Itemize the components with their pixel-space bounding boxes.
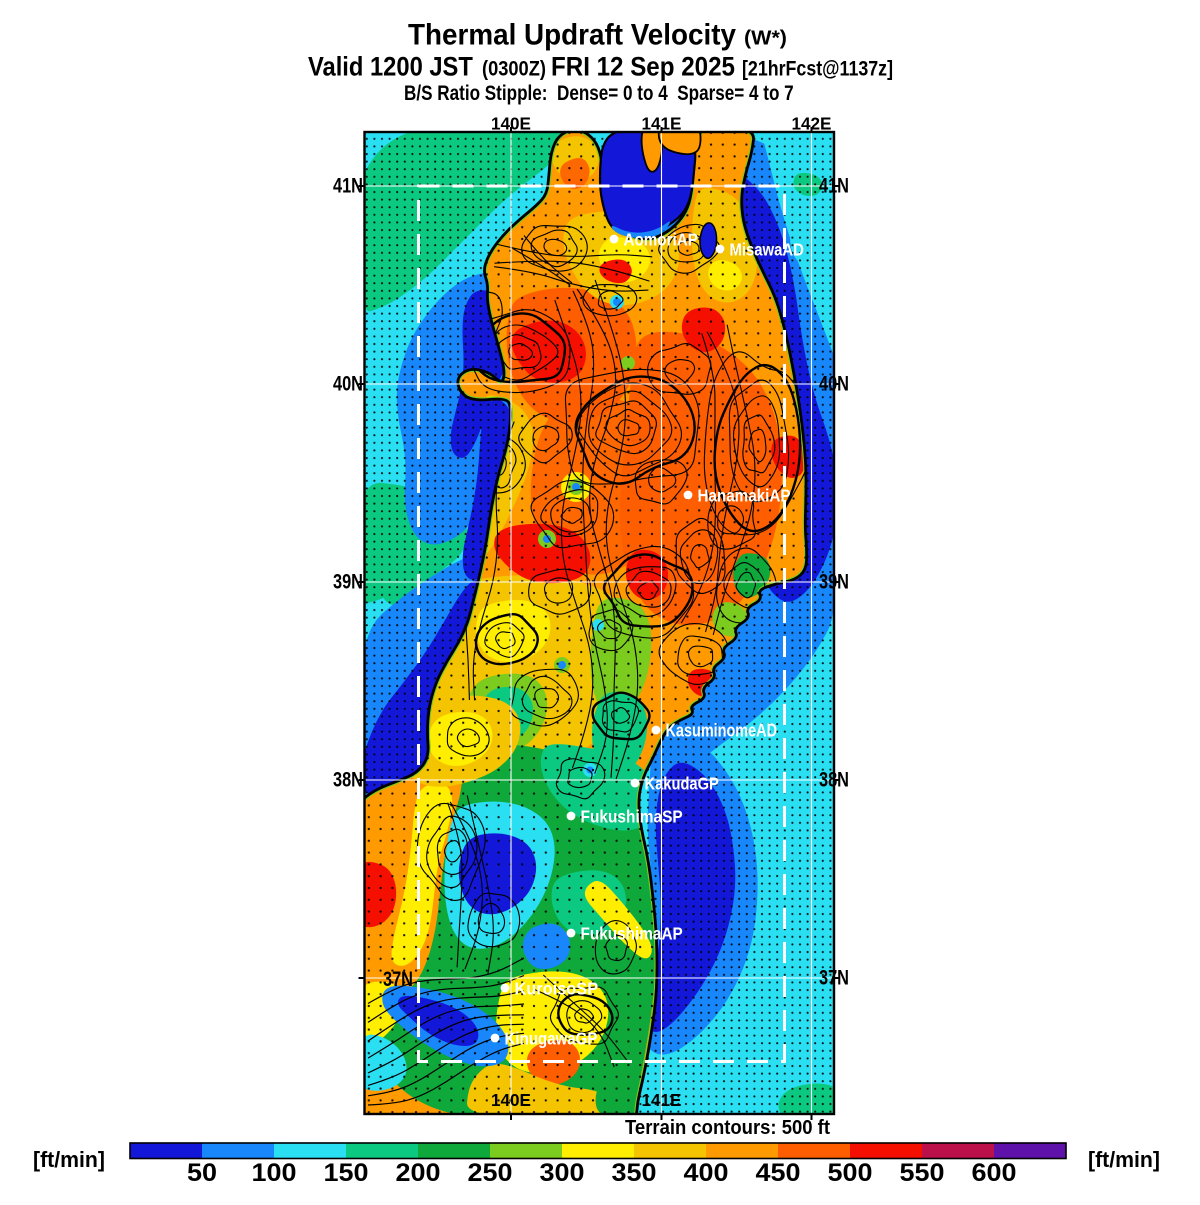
svg-text:FukushimaAP: FukushimaAP xyxy=(581,923,683,943)
svg-text:140E: 140E xyxy=(491,1090,531,1110)
svg-text:KakudaGP: KakudaGP xyxy=(645,774,719,794)
svg-text:[ft/min]: [ft/min] xyxy=(1088,1147,1160,1172)
svg-text:KinugawaGP: KinugawaGP xyxy=(505,1028,598,1049)
svg-text:41N: 41N xyxy=(819,174,849,197)
svg-text:600: 600 xyxy=(972,1158,1017,1187)
svg-text:39N: 39N xyxy=(819,570,849,593)
svg-text:40N: 40N xyxy=(819,372,849,395)
svg-text:Valid 1200 JST: Valid 1200 JST xyxy=(308,52,473,82)
svg-text:(0300Z): (0300Z) xyxy=(482,57,546,80)
svg-text:40N: 40N xyxy=(333,372,363,395)
svg-text:200: 200 xyxy=(396,1158,441,1187)
svg-text:37N: 37N xyxy=(819,966,849,989)
svg-text:KasuminomeAD: KasuminomeAD xyxy=(666,721,778,741)
svg-text:400: 400 xyxy=(684,1158,729,1187)
svg-text:Thermal Updraft Velocity: Thermal Updraft Velocity xyxy=(408,19,736,52)
svg-text:Terrain contours: 500 ft: Terrain contours: 500 ft xyxy=(625,1117,831,1139)
svg-text:50: 50 xyxy=(187,1158,217,1187)
svg-text:39N: 39N xyxy=(333,570,363,593)
svg-text:500: 500 xyxy=(828,1158,873,1187)
svg-text:HanamakiAP: HanamakiAP xyxy=(698,485,791,506)
svg-text:300: 300 xyxy=(540,1158,585,1187)
svg-text:B/S Ratio Stipple: Dense= 0 t: B/S Ratio Stipple: Dense= 0 to 4 Sparse=… xyxy=(404,82,794,105)
svg-text:38N: 38N xyxy=(819,768,849,791)
svg-text:MisawaAD: MisawaAD xyxy=(730,240,804,260)
svg-text:450: 450 xyxy=(756,1158,801,1187)
svg-text:140E: 140E xyxy=(491,113,531,133)
svg-text:100: 100 xyxy=(252,1158,297,1187)
svg-text:38N: 38N xyxy=(333,768,363,791)
svg-text:141E: 141E xyxy=(642,1090,682,1110)
svg-text:(W*): (W*) xyxy=(744,27,787,49)
svg-text:150: 150 xyxy=(324,1158,369,1187)
svg-text:550: 550 xyxy=(900,1158,945,1187)
svg-text:[ft/min]: [ft/min] xyxy=(33,1147,105,1172)
svg-text:250: 250 xyxy=(468,1158,513,1187)
svg-text:FRI 12 Sep 2025: FRI 12 Sep 2025 xyxy=(551,52,735,82)
svg-text:142E: 142E xyxy=(792,113,832,133)
svg-text:AomoriAP: AomoriAP xyxy=(624,229,698,250)
svg-text:37N: 37N xyxy=(383,967,413,990)
svg-text:141E: 141E xyxy=(642,113,682,133)
svg-text:350: 350 xyxy=(612,1158,657,1187)
svg-text:FukushimaSP: FukushimaSP xyxy=(581,806,683,826)
svg-text:[21hrFcst@1137z]: [21hrFcst@1137z] xyxy=(742,57,893,81)
svg-text:41N: 41N xyxy=(333,174,363,197)
svg-text:KuroisoSP: KuroisoSP xyxy=(515,978,599,999)
